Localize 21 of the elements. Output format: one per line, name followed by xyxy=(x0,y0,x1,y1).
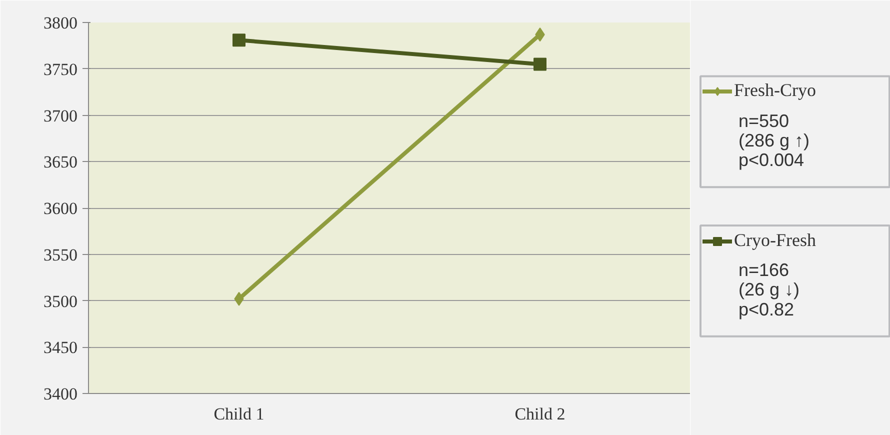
y-tick-label: 3600 xyxy=(44,199,78,218)
y-tick-label: 3550 xyxy=(44,245,78,264)
y-tick-label: 3700 xyxy=(44,106,78,126)
text: (286 g ↑) xyxy=(738,130,810,150)
text: p<0.004 xyxy=(738,150,804,170)
y-tick-label: 3400 xyxy=(44,384,78,404)
x-tick-label: Child 2 xyxy=(514,404,566,424)
legend-label: Cryo-Fresh xyxy=(734,230,816,251)
text: p<0.82 xyxy=(738,299,794,320)
point xyxy=(534,58,546,71)
text: n=550 xyxy=(738,110,790,131)
point xyxy=(232,34,246,47)
y-tick-label: 3450 xyxy=(44,338,78,358)
y-tick-label: 3750 xyxy=(44,60,78,79)
text: n=166 xyxy=(738,260,790,280)
x-tick-label: Child 1 xyxy=(214,404,264,424)
text: (26 g ↓) xyxy=(738,280,800,300)
y-tick-label: 3650 xyxy=(44,152,78,172)
y-tick-label: 3800 xyxy=(44,14,78,32)
legend-label: Fresh-Cryo xyxy=(734,80,816,101)
y-tick-label: 3500 xyxy=(44,292,78,311)
